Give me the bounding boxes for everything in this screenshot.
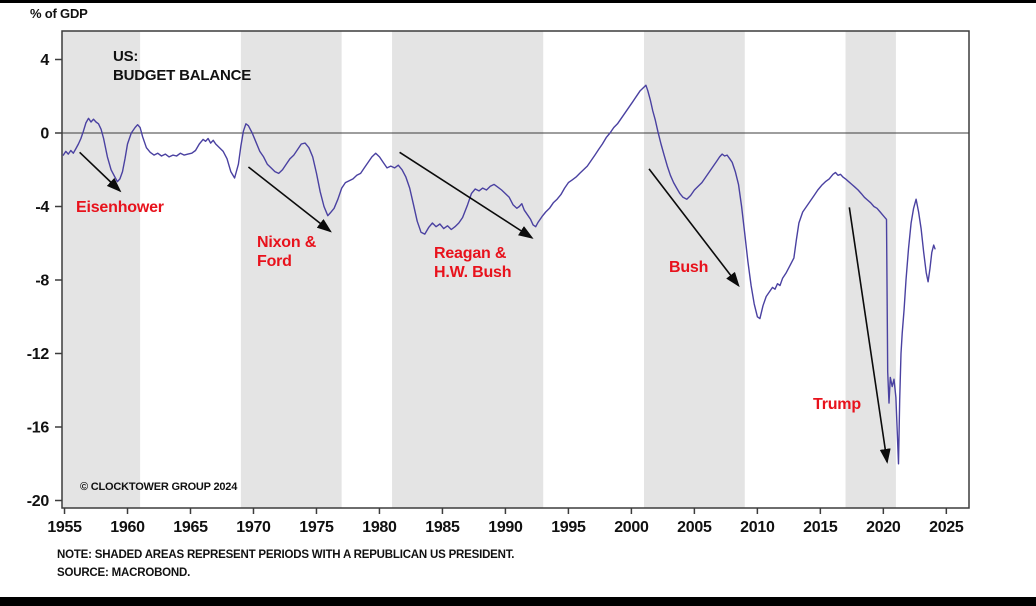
- footnote-source-line: SOURCE: MACROBOND.: [57, 567, 191, 579]
- reagan-hw-bush-label-line1: Reagan &: [434, 245, 507, 262]
- x-tick-label: 1970: [236, 519, 271, 536]
- x-tick-label: 2005: [677, 519, 712, 536]
- x-tick-label: 1955: [47, 519, 82, 536]
- footnote-note-line: NOTE: SHADED AREAS REPRESENT PERIODS WIT…: [57, 549, 515, 561]
- x-tick-label: 2015: [803, 519, 838, 536]
- x-tick-label: 1995: [551, 519, 586, 536]
- republican-band-trump: [845, 31, 896, 508]
- chart-title-line2: BUDGET BALANCE: [113, 67, 252, 84]
- y-tick-label: 0: [40, 126, 49, 143]
- top-border-bar: [0, 0, 1036, 3]
- y-tick-label: -16: [27, 420, 50, 437]
- republican-band-bush: [643, 31, 745, 508]
- x-tick-label: 2025: [929, 519, 964, 536]
- trump-arrow: [848, 207, 891, 464]
- x-tick-label: 2010: [740, 519, 775, 536]
- chart-title: US: BUDGET BALANCE: [113, 47, 251, 85]
- republican-band-nixon-ford: [240, 31, 342, 508]
- nixon-ford-arrow: [247, 166, 332, 233]
- y-tick-label: -20: [27, 493, 50, 510]
- nixon-ford-label-line2: Ford: [257, 253, 292, 270]
- y-tick-label: 4: [40, 52, 49, 69]
- x-tick-label: 1960: [110, 519, 145, 536]
- eisenhower-label-line1: Eisenhower: [76, 199, 164, 216]
- reagan-hw-bush-label: Reagan & H.W. Bush: [434, 244, 512, 282]
- copyright-text: © CLOCKTOWER GROUP 2024: [80, 481, 238, 493]
- nixon-ford-label: Nixon & Ford: [257, 233, 316, 271]
- x-tick-label: 1975: [299, 519, 334, 536]
- chart-title-line1: US:: [113, 48, 139, 65]
- x-tick-label: 2020: [866, 519, 901, 536]
- eisenhower-arrow: [79, 151, 122, 193]
- budget-balance-line: [62, 84, 936, 465]
- bush-arrow: [648, 168, 740, 288]
- trump-label-line1: Trump: [813, 396, 861, 413]
- x-tick-label: 1965: [173, 519, 208, 536]
- reagan-hw-bush-arrow: [399, 151, 534, 239]
- trump-label: Trump: [813, 395, 861, 414]
- reagan-hw-bush-label-line2: H.W. Bush: [434, 264, 512, 281]
- republican-band-eisenhower: [62, 31, 141, 508]
- x-tick-label: 2000: [614, 519, 649, 536]
- republican-band-reagan-h-w-bush: [392, 31, 544, 508]
- x-tick-label: 1990: [488, 519, 523, 536]
- y-tick-label: -4: [35, 199, 49, 216]
- y-tick-label: -8: [35, 273, 49, 290]
- y-tick-label: -12: [27, 346, 50, 363]
- y-axis-units-label: % of GDP: [30, 6, 88, 21]
- nixon-ford-label-line1: Nixon &: [257, 234, 317, 251]
- footnote: NOTE: SHADED AREAS REPRESENT PERIODS WIT…: [57, 546, 515, 582]
- bush-label-line1: Bush: [669, 259, 709, 276]
- x-tick-label: 1980: [362, 519, 397, 536]
- plot-frame: [61, 30, 970, 509]
- x-tick-label: 1985: [425, 519, 460, 536]
- bush-label: Bush: [669, 258, 708, 277]
- bottom-border-bar: [0, 597, 1036, 606]
- eisenhower-label: Eisenhower: [76, 198, 164, 217]
